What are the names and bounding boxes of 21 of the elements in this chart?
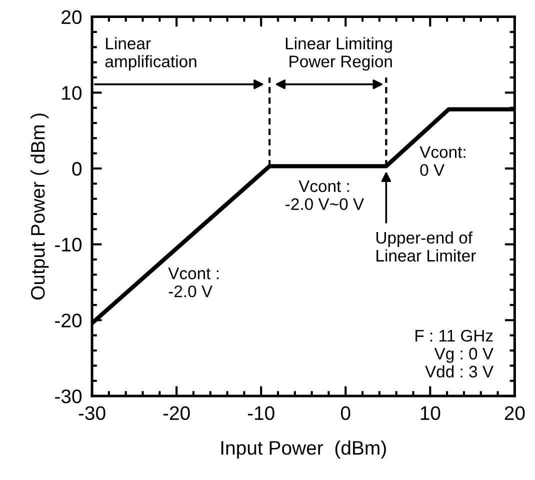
x-tick-label: -10 xyxy=(248,406,274,420)
x-tick-label: 0 xyxy=(340,406,350,420)
x-tick-label: -20 xyxy=(163,406,190,420)
annotation: Linear Limiting Power Region xyxy=(286,37,392,71)
y-tick-label: 10 xyxy=(62,86,82,100)
annotation: Vcont : -2.0 V xyxy=(168,268,218,298)
y-tick-label: 20 xyxy=(62,10,82,24)
x-tick-label: -30 xyxy=(78,406,106,420)
annotation: Upper-end of Linear Limiter xyxy=(376,231,476,262)
y-tick-label: -10 xyxy=(55,238,82,252)
annotation: Vcont: 0 V xyxy=(420,146,466,176)
x-axis-title: Input Power (dBm) xyxy=(221,440,386,459)
x-tick-label: 20 xyxy=(504,406,525,420)
y-axis-title: Output Power ( dBm ) xyxy=(30,114,49,300)
annotation: Vcont : -2.0 V~0 V xyxy=(286,180,364,210)
y-tick-label: 0 xyxy=(72,162,82,176)
y-tick-label: -20 xyxy=(55,314,82,328)
y-tick-label: -30 xyxy=(55,389,82,404)
x-tick-label: 10 xyxy=(420,406,440,420)
annotation: F : 11 GHz Vg : 0 V Vdd : 3 V xyxy=(416,330,494,378)
annotation: Linear amplification xyxy=(105,37,196,71)
